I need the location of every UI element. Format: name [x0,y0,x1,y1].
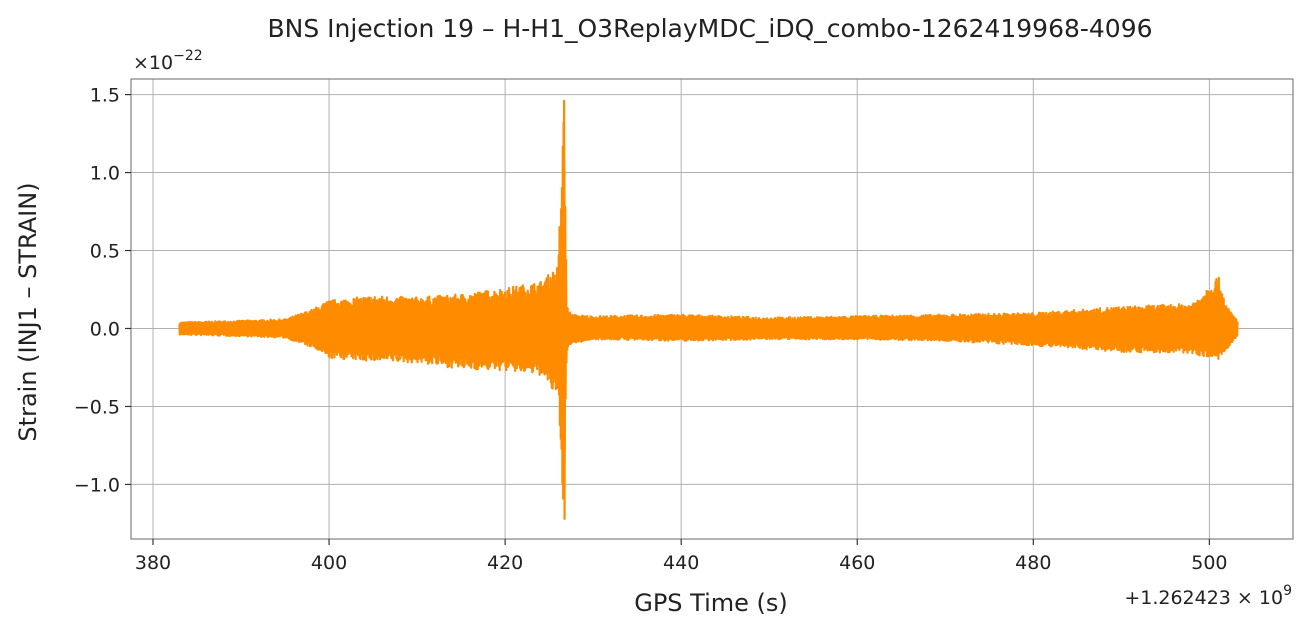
x-tick-label: 400 [311,552,347,574]
plot-frame [130,78,1294,540]
y-tick-label: 1.5 [90,85,120,107]
data-layer [178,99,1239,520]
y-tick-label: −0.5 [74,396,120,418]
y-axis-label: Strain (INJ1 – STRAIN) [14,182,42,441]
x-tick-label: 380 [135,552,171,574]
strain-series-line [178,99,1239,520]
y-axis-multiplier: ×10−22 [133,48,203,74]
x-tick-label: 500 [1191,552,1227,574]
x-tick-label: 420 [487,552,523,574]
y-tick-label: 1.0 [90,163,120,185]
x-axis-offset: +1.262423 × 109 [1124,583,1292,609]
ticks: 380 400 420 440 460 480 500 −1.0 −0.5 0.0 0.5 1.0 1.… [74,85,1228,574]
x-axis-label: GPS Time (s) [634,589,788,617]
y-tick-label: −1.0 [74,474,120,496]
x-tick-label: 460 [839,552,875,574]
x-tick-label: 480 [1015,552,1051,574]
x-tick-label: 440 [663,552,699,574]
y-tick-label: 0.5 [90,241,120,263]
y-tick-label: 0.0 [90,318,120,340]
chart-title: BNS Injection 19 – H-H1_O3ReplayMDC_iDQ_… [267,14,1152,43]
